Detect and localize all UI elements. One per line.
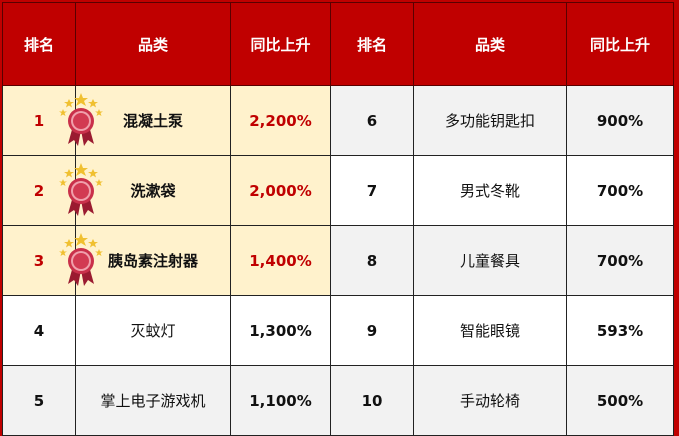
growth-cell: 700% [566,155,674,226]
rank-cell: 3 [2,225,76,296]
growth-cell: 1,100% [230,365,331,436]
category-label: 灭蚊灯 [130,322,176,340]
table-row: 3 胰岛素注射器 1,400% 8 儿童餐具 700% [2,225,674,296]
table-row: 2 洗漱袋 2,000% 7 男式冬靴 700% [2,155,674,226]
rank-cell: 7 [330,155,414,226]
header-category: 品类 [75,2,231,86]
header-row: 排名 品类 同比上升 排名 品类 同比上升 [2,2,674,86]
category-cell: 灭蚊灯 [75,295,231,366]
medal-icon [59,93,103,146]
rank-cell: 1 [2,85,76,156]
category-label: 混凝土泵 [122,112,183,130]
table-row: 1 混凝土泵 2,200% 6 多功能钥匙扣 900% [2,85,674,156]
rank-cell: 10 [330,365,414,436]
category-cell: 胰岛素注射器 [59,225,231,296]
rank-cell: 4 [2,295,76,366]
header-growth: 同比上升 [230,2,331,86]
header-rank: 排名 [330,2,414,86]
growth-cell: 2,200% [230,85,331,156]
growth-cell: 900% [566,85,674,156]
rank-cell: 6 [330,85,414,156]
header-category: 品类 [413,2,567,86]
growth-cell: 1,300% [230,295,331,366]
category-cell: 洗漱袋 [59,155,231,226]
medal-icon [59,163,103,216]
growth-cell: 2,000% [230,155,331,226]
medal-icon [59,233,103,286]
header-growth: 同比上升 [566,2,674,86]
category-cell: 手动轮椅 [413,365,567,436]
category-cell: 掌上电子游戏机 [75,365,231,436]
category-cell: 男式冬靴 [413,155,567,226]
category-cell: 多功能钥匙扣 [413,85,567,156]
category-label: 洗漱袋 [130,182,176,200]
category-label: 胰岛素注射器 [107,252,198,270]
header-rank: 排名 [2,2,76,86]
rank-cell: 5 [2,365,76,436]
table-row: 4 灭蚊灯 1,300% 9 智能眼镜 593% [2,295,674,366]
rank-cell: 8 [330,225,414,296]
growth-cell: 1,400% [230,225,331,296]
category-cell: 智能眼镜 [413,295,567,366]
growth-cell: 500% [566,365,674,436]
growth-cell: 700% [566,225,674,296]
category-cell: 儿童餐具 [413,225,567,296]
category-label: 掌上电子游戏机 [100,392,206,410]
rank-cell: 9 [330,295,414,366]
category-cell: 混凝土泵 [59,85,231,156]
growth-cell: 593% [566,295,674,366]
table-row: 5 掌上电子游戏机 1,100% 10 手动轮椅 500% [2,365,674,436]
